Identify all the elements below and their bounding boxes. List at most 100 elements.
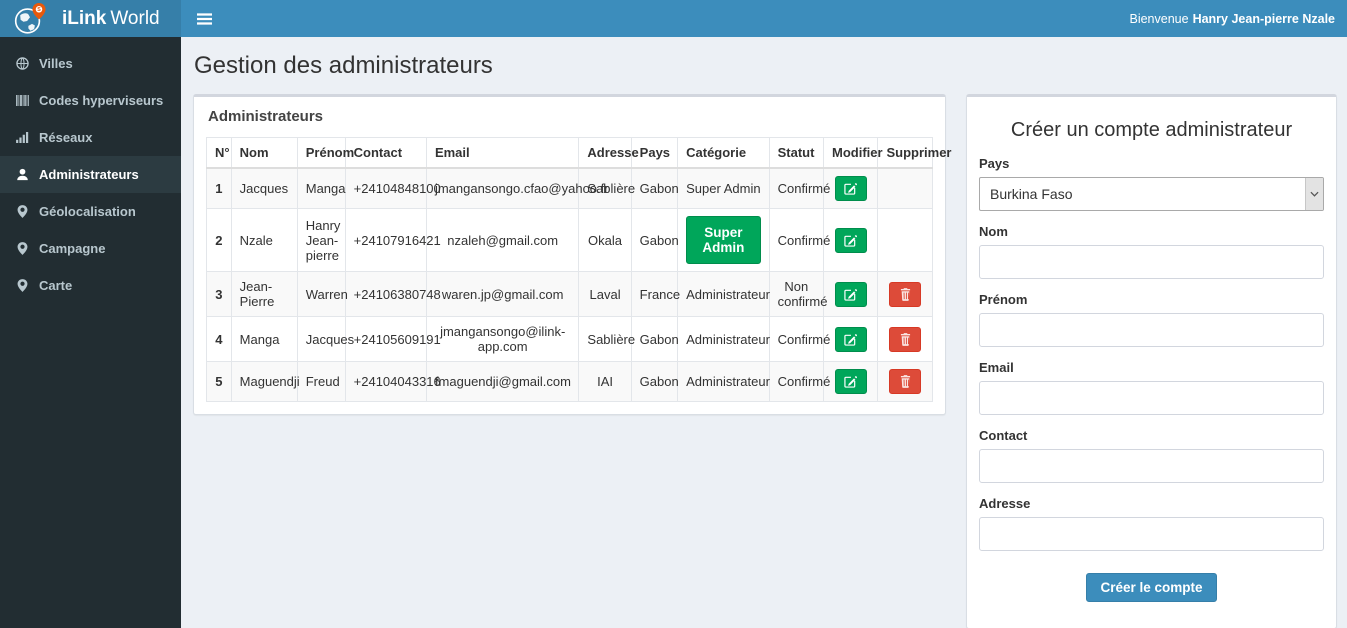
cell-nom: Maguendji [230,361,300,402]
sidebar-item-label: Réseaux [39,130,93,145]
cell-prenom: Hanry Jean-pierre [296,208,346,272]
cell-adresse: Sablière [578,167,635,209]
cell-statut: Confirmé [768,208,830,272]
cell-adresse: Laval [578,271,632,317]
app-title: iLink World [62,8,160,30]
cell-numero: 2 [206,208,232,272]
sidebar-item-carte[interactable]: Carte [0,267,181,304]
page-title: Gestion des administrateurs [194,52,493,79]
col-header-categorie: Catégorie [677,137,770,169]
sidebar-item-label: Campagne [39,241,106,256]
cell-email: fmaguendji@gmail.com [425,361,580,402]
brand-link[interactable]: S iLink World [0,0,181,37]
cell-categorie: Administrateur [677,316,770,362]
table-header-row: N° Nom Prénom Contact Email Adresse Pays… [206,137,951,169]
col-header-contact: Contact [344,137,427,169]
delete-button[interactable] [889,281,922,307]
pays-label: Pays [979,156,1010,171]
sidebar-item-campagne[interactable]: Campagne [0,230,181,267]
sidebar-item-codes-hyperviseurs[interactable]: Codes hyperviseurs [0,82,181,119]
col-header-email: Email [425,137,580,169]
trash-icon [900,287,910,301]
edit-pencil-icon [844,288,858,301]
col-header-supprimer: Supprimer [877,137,951,169]
welcome-message: Bienvenue Hanry Jean-pierre Nzale [1129,12,1347,26]
cell-email: waren.jp@gmail.com [425,271,580,317]
edit-button[interactable] [834,281,867,307]
contact-field[interactable] [979,449,1324,483]
prenom-label: Prénom [979,292,1028,307]
cell-prenom: Warren [296,271,348,317]
edit-pencil-icon [844,333,858,346]
current-user-name: Hanry Jean-pierre Nzale [1192,11,1335,26]
barcode-icon [15,95,30,106]
sidebar-item-villes[interactable]: Villes [0,45,181,82]
administrators-panel: Administrateurs N° Nom Prénom [193,94,951,415]
nom-field[interactable] [979,245,1324,279]
prenom-field[interactable] [979,313,1324,347]
edit-button[interactable] [834,326,867,352]
col-header-adresse: Adresse [578,137,639,169]
super-admin-badge-button[interactable]: Super Admin [686,216,761,264]
hamburger-icon [197,12,212,25]
navbar: Bienvenue Hanry Jean-pierre Nzale [181,0,1347,37]
adresse-field[interactable] [979,517,1324,551]
edit-button[interactable] [834,176,867,201]
map-marker-icon [15,242,30,255]
edit-pencil-icon [844,183,858,195]
cell-adresse: Sablière [578,316,635,362]
administrators-panel-title: Administrateurs [208,108,324,125]
cell-contact: +24104043316 [344,361,441,402]
col-header-pays: Pays [630,137,679,169]
sidebar-item-administrateurs[interactable]: Administrateurs [0,156,181,193]
cell-contact: +24104848100 [344,167,441,209]
table-row: 4 Manga Jacques +24105609191 jmangansong… [206,316,933,362]
email-field[interactable] [979,381,1324,415]
sidebar-toggle-button[interactable] [181,1,228,37]
map-marker-icon [15,279,30,292]
cell-statut: Confirmé [768,167,830,209]
pays-select[interactable]: Burkina Faso [979,177,1324,211]
cell-nom: Jean-Pierre [230,271,298,317]
nom-label: Nom [979,224,1008,239]
cell-adresse: Okala [578,208,632,272]
cell-contact: +24106380748 [344,271,441,317]
sidebar-item-label: Administrateurs [39,167,139,182]
svg-text:S: S [37,7,41,13]
delete-button[interactable] [889,326,922,352]
email-label: Email [979,360,1014,375]
create-admin-form-title: Créer un compte administrateur [1010,119,1293,141]
create-account-button[interactable]: Créer le compte [1086,573,1217,602]
edit-button[interactable] [834,227,867,253]
create-admin-panel: Créer un compte administrateur Pays Burk… [966,94,1337,628]
cell-prenom: Manga [296,167,346,209]
table-row: 3 Jean-Pierre Warren +24106380748 waren.… [206,271,933,317]
cell-prenom: Jacques [296,316,354,362]
table-row: 2 Nzale Hanry Jean-pierre +24107916421 n… [206,208,933,272]
map-marker-icon [15,205,30,218]
sidebar-item-geolocalisation[interactable]: Géolocalisation [0,193,181,230]
edit-pencil-icon [844,234,858,247]
edit-button[interactable] [834,369,867,394]
col-header-modifier: Modifier [823,137,883,169]
user-icon [15,168,30,181]
cell-numero: 4 [206,316,232,362]
cell-pays: Gabon [630,316,679,362]
cell-email: nzaleh@gmail.com [425,208,580,272]
cell-statut: Non confirmé [768,271,827,317]
col-header-numero: N° [206,137,232,169]
signal-bars-icon [15,132,30,143]
globe-icon [15,57,30,70]
administrators-table-wrap: N° Nom Prénom Contact Email Adresse Pays… [194,137,951,414]
edit-pencil-icon [844,376,858,388]
cell-statut: Confirmé [768,316,830,362]
col-header-nom: Nom [230,137,298,169]
cell-pays: Gabon [630,361,679,402]
sidebar-item-reseaux[interactable]: Réseaux [0,119,181,156]
sidebar: Villes Codes hyperviseurs Réseaux Admini… [0,37,181,628]
delete-button[interactable] [889,369,922,394]
cell-numero: 1 [206,167,232,209]
chevron-down-icon [1305,178,1323,210]
cell-numero: 5 [206,361,232,402]
welcome-prefix: Bienvenue [1129,11,1189,26]
